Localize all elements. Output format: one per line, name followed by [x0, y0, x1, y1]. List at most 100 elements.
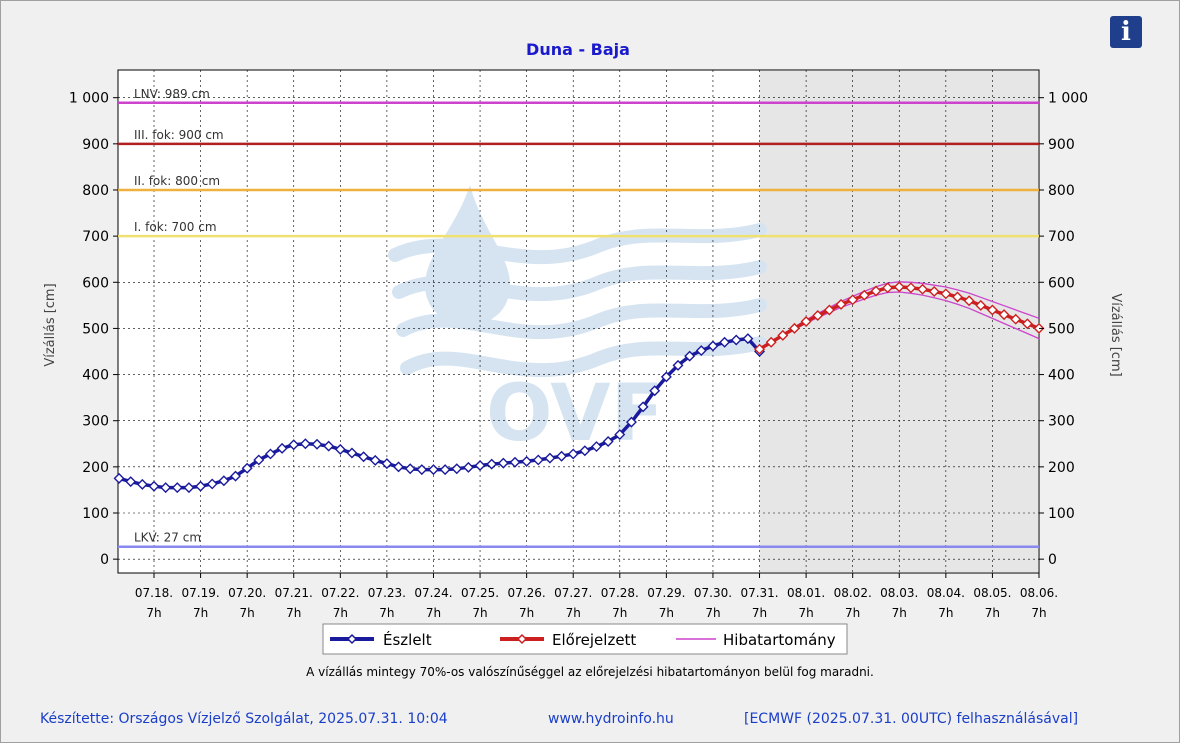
observed-point: [637, 401, 649, 413]
y-axis-label-left: Vízállás [cm]: [43, 283, 58, 366]
forecast-point: [870, 285, 882, 297]
legend-label-range: Hibatartomány: [723, 631, 836, 649]
threshold-label: LNV: 989 cm: [134, 87, 210, 101]
forecast-point: [917, 283, 929, 295]
legend-item-forecast: Előrejelzett: [500, 631, 636, 649]
threshold-label: II. fok: 800 cm: [134, 174, 220, 188]
forecast-point: [858, 289, 870, 301]
x-tick-date: 07.31.: [740, 586, 778, 600]
observed-point: [730, 334, 742, 346]
forecast-point: [765, 336, 777, 348]
observed-point: [625, 416, 637, 428]
observed-point: [579, 445, 591, 457]
y-tick-label: 800: [82, 183, 109, 199]
x-tick-hour: 7h: [519, 606, 534, 620]
forecast-point: [986, 304, 998, 316]
observed-point: [509, 456, 521, 468]
x-tick-date: 07.19.: [181, 586, 219, 600]
series: [113, 281, 1045, 494]
observed-point: [719, 336, 731, 348]
forecast-point: [975, 299, 987, 311]
observed-point: [707, 340, 719, 352]
observed-point: [556, 450, 568, 462]
observed-point: [393, 461, 405, 473]
observed-point: [148, 480, 160, 492]
forecast-point: [940, 288, 952, 300]
observed-point: [253, 454, 265, 466]
observed-point: [218, 475, 230, 487]
y-tick-label: 300: [82, 414, 109, 430]
observed-point: [381, 458, 393, 470]
observed-point: [439, 464, 451, 476]
x-tick-date: 07.26.: [508, 586, 546, 600]
observed-point: [264, 448, 276, 460]
forecast-point: [893, 281, 905, 293]
x-tick-hour: 7h: [892, 606, 907, 620]
observed-point: [591, 441, 602, 453]
threshold-label: I. fok: 700 cm: [134, 220, 217, 234]
x-tick-hour: 7h: [146, 606, 161, 620]
observed-point: [416, 464, 428, 476]
observed-point: [462, 461, 474, 473]
observed-point: [323, 440, 335, 452]
x-tick-hour: 7h: [752, 606, 767, 620]
x-tick-date: 07.23.: [368, 586, 406, 600]
observed-point: [288, 439, 300, 451]
x-tick-hour: 7h: [985, 606, 1000, 620]
y-tick-label: 800: [1048, 183, 1075, 199]
observed-point: [602, 435, 614, 447]
x-tick-hour: 7h: [426, 606, 441, 620]
observed-point: [649, 385, 661, 397]
chart-title: Duna - Baja: [526, 40, 630, 59]
legend-label-forecast: Előrejelzett: [552, 631, 636, 649]
observed-point: [113, 472, 125, 484]
observed-point: [276, 442, 288, 454]
x-tick-date: 08.04.: [927, 586, 965, 600]
legend-label-observed: Észlelt: [383, 630, 432, 649]
forecast-point: [1010, 313, 1022, 325]
forecast-point: [951, 291, 963, 303]
observed-point: [474, 459, 486, 471]
observed-point: [195, 480, 207, 492]
observed-point: [358, 451, 370, 463]
x-tick-date: 07.28.: [601, 586, 639, 600]
forecast-point: [800, 316, 812, 327]
forecast-point: [963, 295, 975, 307]
forecast-point: [905, 282, 917, 294]
observed-point: [369, 454, 381, 466]
x-tick-hour: 7h: [566, 606, 581, 620]
y-tick-label: 700: [82, 229, 109, 245]
y-tick-label: 200: [82, 460, 109, 476]
legend-item-observed: Észlelt: [330, 630, 432, 649]
x-tick-hour: 7h: [798, 606, 813, 620]
y-axis-label-right: Vízállás [cm]: [1108, 293, 1123, 376]
observed-point: [171, 482, 183, 494]
x-tick-date: 07.27.: [554, 586, 592, 600]
legend-marker-forecast: [516, 633, 528, 645]
y-tick-label: 200: [1048, 460, 1075, 476]
observed-point: [125, 476, 137, 488]
observed-point: [136, 478, 148, 490]
y-tick-label: 500: [82, 321, 109, 337]
threshold-label: LKV: 27 cm: [134, 531, 201, 545]
forecast-point: [882, 282, 894, 294]
x-tick-date: 08.01.: [787, 586, 825, 600]
observed-point: [695, 345, 707, 357]
observed-point: [684, 350, 696, 362]
x-tick-date: 08.02.: [834, 586, 872, 600]
x-tick-date: 07.22.: [321, 586, 359, 600]
x-tick-date: 07.20.: [228, 586, 266, 600]
x-tick-date: 07.24.: [414, 586, 452, 600]
footer-website-link[interactable]: www.hydroinfo.hu: [548, 711, 674, 727]
observed-point: [567, 448, 579, 460]
observed-point: [614, 429, 626, 441]
footer-source: [ECMWF (2025.07.31. 00UTC) felhasználásá…: [744, 711, 1078, 727]
observed-point: [346, 447, 358, 459]
x-tick-hour: 7h: [1031, 606, 1046, 620]
legend-item-range: Hibatartomány: [676, 631, 836, 649]
y-tick-label: 1 000: [1048, 91, 1088, 107]
info-icon[interactable]: i: [1110, 16, 1142, 48]
forecast-note: A vízállás mintegy 70%-os valószínűségge…: [306, 665, 874, 679]
y-axis-right: 0 100 200 300 400 500 600 700 800 900 1 000: [1039, 91, 1088, 568]
